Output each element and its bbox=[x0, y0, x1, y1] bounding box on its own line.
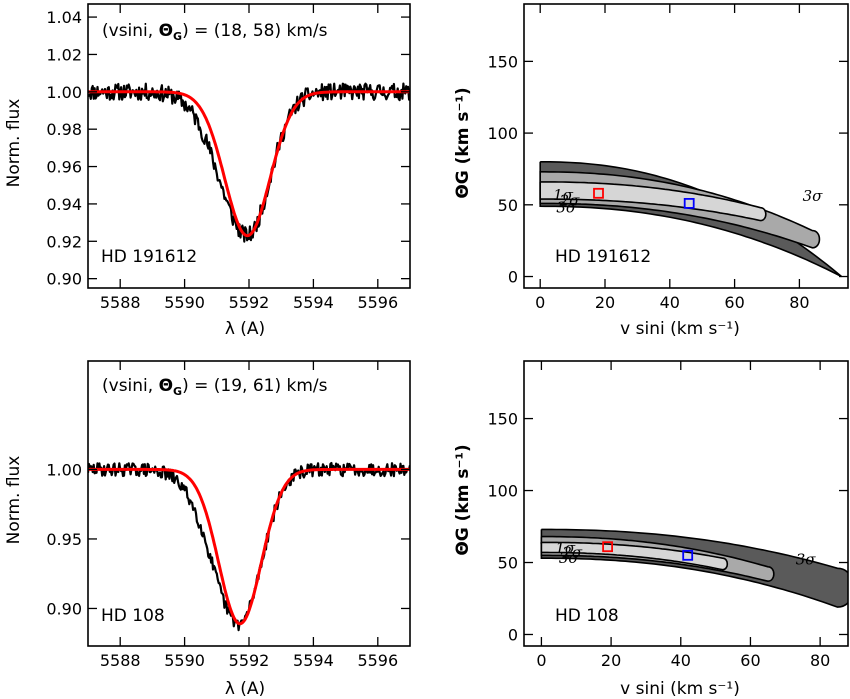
contour-label: 1σ bbox=[555, 539, 576, 557]
y-tick-label: 50 bbox=[498, 554, 518, 573]
y-tick-label: 0 bbox=[508, 268, 518, 287]
x-tick-label: 40 bbox=[671, 651, 691, 670]
fit-marker bbox=[682, 549, 694, 561]
spectrum-panel-top: (vsini, ΘG) = (18, 58) km/s HD 191612 λ … bbox=[4, 3, 411, 339]
y-tick-label: 0.96 bbox=[46, 158, 82, 177]
contour-panel-bottom: HD 108 v sini (km s⁻¹) ΘG (km s⁻¹) 1σ2σ3… bbox=[453, 360, 849, 699]
y-tick-label: 0.90 bbox=[46, 270, 82, 289]
y-tick-label: 100 bbox=[487, 124, 518, 143]
x-tick-label: 20 bbox=[601, 651, 621, 670]
x-tick-label: 5594 bbox=[293, 651, 334, 670]
contour-panel-top: HD 191612 v sini (km s⁻¹) ΘG (km s⁻¹) 1σ… bbox=[453, 3, 849, 339]
x-tick-label: 5596 bbox=[357, 293, 398, 312]
observed-spectrum-line bbox=[88, 82, 410, 243]
annotation-text: (vsini, ΘG) = (19, 61) km/s bbox=[102, 376, 328, 398]
x-tick-label: 80 bbox=[810, 651, 830, 670]
annotation-text: (vsini, ΘG) = (18, 58) km/s bbox=[102, 21, 328, 43]
plot-frame bbox=[523, 3, 849, 289]
x-tick-label: 80 bbox=[789, 293, 809, 312]
fit-marker bbox=[593, 187, 604, 199]
y-tick-label: 0.94 bbox=[46, 195, 82, 214]
x-tick-label: 60 bbox=[740, 651, 760, 670]
fit-marker bbox=[602, 541, 613, 553]
y-tick-label: 1.00 bbox=[46, 83, 82, 102]
y-tick-label: 1.02 bbox=[46, 45, 82, 64]
model-fit-line bbox=[88, 90, 410, 238]
y-tick-label: 150 bbox=[487, 52, 518, 71]
model-fit-line bbox=[88, 467, 410, 626]
x-axis-label: v sini (km s⁻¹) bbox=[620, 319, 740, 339]
x-tick-label: 5594 bbox=[293, 293, 334, 312]
confidence-region-3 bbox=[540, 541, 729, 571]
x-tick-label: 5588 bbox=[100, 651, 141, 670]
contour-label: 3σ bbox=[559, 549, 580, 567]
y-tick-label: 150 bbox=[487, 410, 518, 429]
contour-label: 1σ bbox=[553, 186, 574, 204]
plot-frame bbox=[87, 3, 411, 289]
x-axis-label: λ (A) bbox=[225, 319, 265, 339]
star-label: HD 191612 bbox=[101, 247, 197, 267]
y-tick-label: 50 bbox=[498, 196, 518, 215]
contour-label: 2σ bbox=[561, 543, 583, 561]
y-tick-label: 1.04 bbox=[46, 8, 82, 27]
y-tick-label: 0 bbox=[508, 625, 518, 644]
plot-frame bbox=[523, 360, 849, 647]
x-tick-label: 5592 bbox=[229, 293, 270, 312]
x-tick-label: 5592 bbox=[229, 651, 270, 670]
y-axis-label: Norm. flux bbox=[4, 456, 24, 545]
plot-frame bbox=[87, 360, 411, 647]
spectrum-panel-bottom: (vsini, ΘG) = (19, 61) km/s HD 108 λ (A)… bbox=[4, 360, 411, 699]
y-axis-label: ΘG (km s⁻¹) bbox=[453, 87, 473, 198]
confidence-region-3 bbox=[539, 181, 767, 222]
star-label: HD 191612 bbox=[555, 247, 651, 267]
y-tick-label: 1.00 bbox=[46, 460, 82, 479]
x-tick-label: 5588 bbox=[100, 293, 141, 312]
y-tick-label: 0.98 bbox=[46, 120, 82, 139]
x-tick-label: 0 bbox=[535, 293, 545, 312]
contour-label: 3σ bbox=[803, 187, 824, 205]
y-tick-label: 0.95 bbox=[46, 530, 82, 549]
y-axis-label: Norm. flux bbox=[4, 99, 24, 188]
contour-label: 2σ bbox=[559, 192, 581, 210]
x-tick-label: 0 bbox=[536, 651, 546, 670]
y-axis-label: ΘG (km s⁻¹) bbox=[453, 444, 473, 555]
fit-marker bbox=[683, 197, 695, 209]
contour-label: 3σ bbox=[556, 199, 577, 217]
star-label: HD 108 bbox=[101, 606, 165, 626]
y-tick-label: 0.90 bbox=[46, 599, 82, 618]
x-tick-label: 5590 bbox=[164, 293, 205, 312]
x-tick-label: 5590 bbox=[164, 651, 205, 670]
x-tick-label: 40 bbox=[660, 293, 680, 312]
x-tick-label: 60 bbox=[724, 293, 744, 312]
x-axis-label: v sini (km s⁻¹) bbox=[620, 679, 740, 699]
y-tick-label: 0.92 bbox=[46, 232, 82, 251]
x-axis-label: λ (A) bbox=[225, 679, 265, 699]
contour-label: 3σ bbox=[796, 551, 817, 569]
star-label: HD 108 bbox=[555, 606, 619, 626]
x-tick-label: 5596 bbox=[357, 651, 398, 670]
x-tick-label: 20 bbox=[595, 293, 615, 312]
y-tick-label: 100 bbox=[487, 482, 518, 501]
